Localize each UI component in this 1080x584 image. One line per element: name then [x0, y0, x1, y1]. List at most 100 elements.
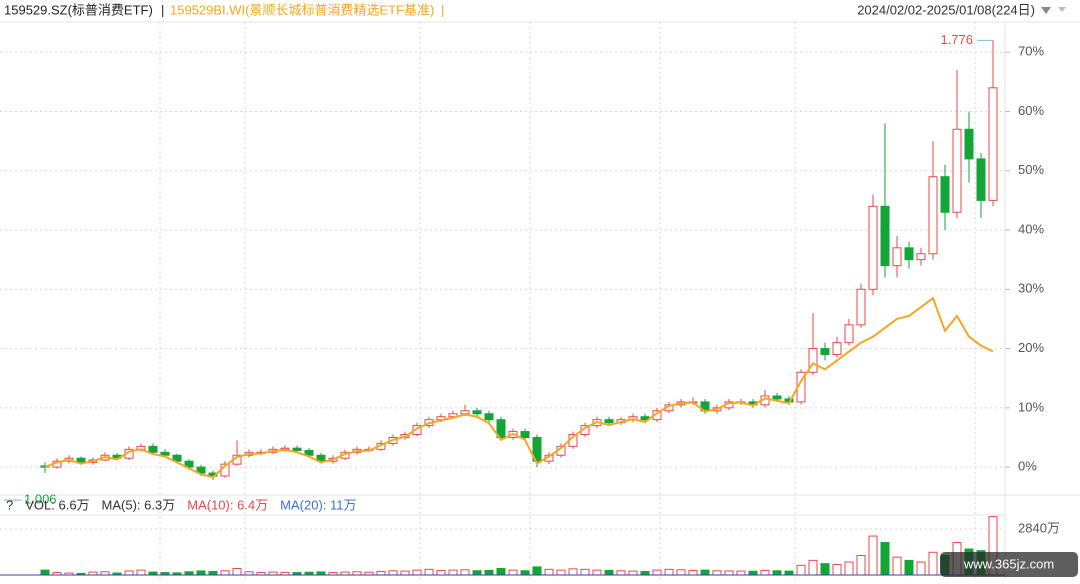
volume-bar	[868, 535, 878, 576]
volume-bar	[808, 559, 818, 576]
volume-bar	[592, 569, 602, 576]
benchmark-line	[44, 296, 994, 479]
volume-bar	[880, 542, 890, 576]
volume-bar	[616, 570, 626, 576]
candle-body	[856, 288, 866, 326]
candle-body	[844, 324, 854, 344]
volume-bar	[196, 570, 206, 576]
volume-bar	[568, 568, 578, 576]
volume-bar	[460, 569, 470, 576]
dropdown-arrow[interactable]	[1058, 7, 1066, 12]
volume-bar	[232, 568, 242, 576]
volume-bar	[688, 569, 698, 576]
volume-bar	[760, 569, 770, 576]
candle-body	[148, 445, 158, 453]
y-tick-label: 20%	[1018, 340, 1044, 355]
volume-bar	[724, 570, 734, 576]
candle-body	[832, 342, 842, 355]
volume-bar	[676, 569, 686, 576]
volume-bar	[664, 568, 674, 576]
volume-bar	[400, 570, 410, 576]
subtitle: 159529BI.WI(景顺长城标普消费精选ETF基准)	[170, 2, 434, 17]
volume-bar	[700, 569, 710, 576]
y-tick-label: 70%	[1018, 44, 1044, 59]
watermark-box	[940, 552, 1078, 577]
volume-bar	[832, 563, 842, 576]
candle-body	[904, 247, 914, 261]
candle-body	[892, 247, 902, 267]
candle-body	[880, 205, 890, 267]
volume-bar	[208, 570, 218, 576]
annotation: 1.006	[24, 492, 57, 507]
volume-bar	[544, 568, 554, 576]
y-tick-label: 50%	[1018, 162, 1044, 177]
date-range[interactable]: 2024/02/02-2025/01/08(224日)	[857, 2, 1035, 17]
candle-body	[820, 348, 830, 355]
candle-body	[448, 413, 458, 418]
dropdown-arrow[interactable]	[1041, 7, 1051, 14]
volume-bar	[736, 570, 746, 576]
volume-bar	[904, 559, 914, 576]
candle-body	[916, 253, 926, 261]
volume-bar	[472, 570, 482, 576]
volume-bar	[556, 569, 566, 576]
title: 159529.SZ(标普消费ETF)	[4, 2, 153, 17]
candle-body	[304, 450, 314, 456]
candle-body	[520, 431, 530, 438]
volume-bar	[220, 570, 230, 576]
volume-bar	[448, 569, 458, 576]
candle-body	[532, 436, 542, 462]
candle-body	[988, 87, 998, 201]
volume-bar	[580, 568, 590, 576]
volume-bar	[388, 570, 398, 576]
annotation: 1.776	[940, 32, 973, 47]
volume-bar	[796, 564, 806, 576]
volume-bar	[532, 566, 542, 576]
separator: |	[441, 2, 444, 17]
volume-bar	[136, 569, 146, 576]
y-tick-label: 40%	[1018, 221, 1044, 236]
volume-bar	[484, 569, 494, 576]
y-tick-label: 30%	[1018, 281, 1044, 296]
volume-bar	[856, 555, 866, 576]
separator: |	[161, 2, 164, 17]
volume-bar	[916, 561, 926, 576]
volume-tick-label: 2840万	[1018, 520, 1060, 535]
candle-body	[484, 413, 494, 421]
volume-bar	[928, 551, 938, 576]
volume-legend: MA(5): 6.3万	[102, 497, 176, 512]
candle-body	[952, 128, 962, 213]
candle-body	[460, 410, 470, 415]
candle-body	[172, 454, 182, 462]
candle-body	[940, 176, 950, 213]
volume-bar	[712, 570, 722, 576]
volume-bar	[124, 570, 134, 576]
volume-bar	[748, 570, 758, 576]
candle-body	[472, 410, 482, 415]
volume-bar	[496, 568, 506, 576]
candle-body	[976, 158, 986, 201]
candle-body	[868, 205, 878, 290]
candle-body	[160, 451, 170, 456]
volume-bar	[508, 569, 518, 576]
volume-bar	[772, 570, 782, 576]
candle-body	[76, 457, 86, 463]
volume-bar	[892, 556, 902, 576]
volume-bar	[604, 569, 614, 576]
candle-body	[808, 348, 818, 373]
volume-bar	[784, 570, 794, 576]
volume-bar	[436, 569, 446, 576]
y-tick-label: 0%	[1018, 459, 1037, 474]
y-tick-label: 10%	[1018, 399, 1044, 414]
y-tick-label: 60%	[1018, 103, 1044, 118]
volume-legend: ?	[6, 497, 13, 512]
watermark: www.365jz.com	[963, 556, 1054, 571]
volume-bar	[412, 569, 422, 576]
candle-body	[292, 447, 302, 452]
volume-legend: MA(10): 6.4万	[187, 497, 268, 512]
candle-body	[412, 425, 422, 436]
volume-bar	[40, 569, 50, 576]
candle-body	[772, 395, 782, 400]
candle-body	[196, 466, 206, 474]
